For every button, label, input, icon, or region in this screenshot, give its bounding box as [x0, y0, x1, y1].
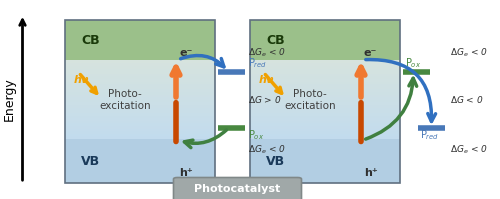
Bar [250, 120, 400, 123]
Bar [65, 68, 215, 71]
Bar [65, 120, 215, 123]
Bar [250, 92, 400, 95]
Text: Energy: Energy [2, 78, 16, 121]
Text: P$_{ox}$: P$_{ox}$ [405, 56, 421, 70]
Text: $\Delta G$ < 0: $\Delta G$ < 0 [450, 94, 484, 105]
Text: e⁻: e⁻ [179, 48, 192, 58]
Text: CB: CB [266, 34, 285, 47]
Bar [65, 102, 215, 105]
Bar [250, 107, 400, 110]
Bar [250, 112, 400, 116]
Bar [65, 60, 215, 63]
Bar [250, 65, 400, 68]
Bar [250, 128, 400, 131]
Bar [250, 97, 400, 100]
Bar [65, 133, 215, 136]
Bar [65, 118, 215, 121]
Bar [65, 97, 215, 100]
Bar [250, 102, 400, 105]
Bar [65, 123, 215, 126]
Bar [250, 118, 400, 121]
Text: CB: CB [81, 34, 100, 47]
Text: Photocatalyst: Photocatalyst [194, 184, 280, 194]
Bar [65, 107, 215, 110]
Bar [250, 126, 400, 129]
Bar [250, 131, 400, 134]
Bar [65, 65, 215, 68]
Bar [65, 79, 215, 82]
Text: $\Delta G_e$ < 0: $\Delta G_e$ < 0 [450, 47, 488, 59]
Bar [250, 139, 400, 183]
Bar [250, 110, 400, 113]
Bar [65, 115, 215, 118]
Bar [65, 20, 215, 61]
Bar [65, 112, 215, 116]
Bar [65, 131, 215, 134]
Text: P$_{ox}$: P$_{ox}$ [248, 129, 264, 142]
Bar [65, 100, 215, 102]
Bar [65, 20, 215, 183]
Bar [250, 60, 400, 63]
Bar [250, 100, 400, 102]
Bar [250, 133, 400, 136]
Text: VB: VB [81, 155, 100, 168]
Bar [250, 86, 400, 89]
Text: $\Delta G_e$ < 0: $\Delta G_e$ < 0 [248, 144, 286, 156]
Bar [65, 73, 215, 76]
FancyBboxPatch shape [174, 178, 302, 199]
Text: h⁺: h⁺ [179, 168, 193, 178]
Bar [250, 20, 400, 183]
Text: $\Delta G_e$ < 0: $\Delta G_e$ < 0 [450, 144, 488, 156]
Text: hν: hν [74, 75, 90, 85]
Bar [65, 139, 215, 183]
Bar [65, 71, 215, 74]
Bar [250, 73, 400, 76]
Text: Photo-
excitation: Photo- excitation [99, 89, 151, 111]
Bar [65, 89, 215, 92]
Bar [250, 63, 400, 66]
Text: h⁺: h⁺ [364, 168, 378, 178]
Bar [65, 84, 215, 87]
Bar [250, 71, 400, 74]
Bar [250, 81, 400, 84]
Bar [250, 136, 400, 139]
Bar [65, 136, 215, 139]
Bar [250, 76, 400, 79]
Bar [65, 110, 215, 113]
Bar [65, 81, 215, 84]
Text: P$_{red}$: P$_{red}$ [420, 129, 440, 142]
Bar [250, 115, 400, 118]
Bar [250, 123, 400, 126]
Bar [65, 86, 215, 89]
Bar [65, 128, 215, 131]
Bar [250, 20, 400, 61]
Bar [65, 126, 215, 129]
Bar [65, 76, 215, 79]
Bar [250, 79, 400, 82]
Text: VB: VB [266, 155, 285, 168]
Text: hν: hν [259, 75, 274, 85]
Text: $\Delta G$ > 0: $\Delta G$ > 0 [248, 94, 281, 105]
Text: e⁻: e⁻ [364, 48, 378, 58]
Bar [250, 89, 400, 92]
Bar [65, 94, 215, 97]
Bar [250, 94, 400, 97]
Bar [250, 68, 400, 71]
Bar [65, 105, 215, 108]
Bar [250, 84, 400, 87]
Text: Photo-
excitation: Photo- excitation [284, 89, 336, 111]
Bar [250, 105, 400, 108]
Text: $\Delta G_e$ < 0: $\Delta G_e$ < 0 [248, 47, 286, 59]
Bar [65, 92, 215, 95]
Text: P$_{red}$: P$_{red}$ [248, 56, 267, 70]
Bar [65, 63, 215, 66]
